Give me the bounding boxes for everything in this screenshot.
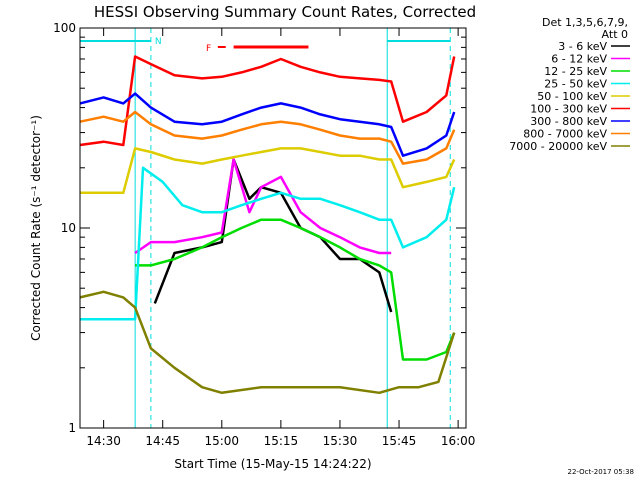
series-line-50-100-keV	[80, 147, 456, 195]
legend-header-line-2: Att 0	[602, 28, 628, 41]
y-tick-label: 1	[68, 421, 76, 435]
legend-entry-label: 12 - 25 keV	[544, 65, 607, 78]
x-axis-label: Start Time (15-May-15 14:24:22)	[174, 457, 371, 471]
series-line-12-25-keV	[135, 218, 456, 361]
legend-entry-label: 50 - 100 keV	[537, 90, 607, 103]
series-line-300-800-keV	[79, 92, 456, 157]
y-tick-label: 100	[53, 21, 76, 35]
legend-entry-label: 100 - 300 keV	[530, 103, 607, 116]
y-axis: 1 10 100	[53, 21, 466, 435]
series-line-6-12-keV	[134, 158, 392, 255]
series-line-100-300-keV	[79, 55, 456, 147]
x-tick-label: 15:45	[382, 434, 417, 448]
x-tick-label: 15:30	[323, 434, 358, 448]
legend-entry-label: 6 - 12 keV	[551, 53, 607, 66]
y-axis-label: Corrected Count Rate (s⁻¹ detector⁻¹)	[29, 115, 43, 341]
x-tick-label: 14:45	[145, 434, 180, 448]
flare-flag-label: F	[206, 44, 211, 54]
x-tick-label: 15:15	[264, 434, 299, 448]
series-line-800-7000-keV	[79, 110, 456, 165]
plot-frame	[79, 27, 467, 429]
legend-entry-label: 3 - 6 keV	[558, 40, 607, 53]
legend-entry-label: 800 - 7000 keV	[523, 128, 607, 141]
legend-entry-label: 300 - 800 keV	[530, 115, 607, 128]
y-tick-label: 10	[61, 221, 76, 235]
x-tick-label: 14:30	[86, 434, 121, 448]
legend-entry-label: 25 - 50 keV	[544, 78, 607, 91]
legend-header-line-1: Det 1,3,5,6,7,9,	[542, 16, 628, 29]
chart-title: HESSI Observing Summary Count Rates, Cor…	[94, 3, 476, 21]
generation-timestamp: 22-Oct-2017 05:38	[568, 468, 634, 476]
night-flag-label: N	[155, 37, 162, 47]
legend-entry-label: 7000 - 20000 keV	[509, 140, 607, 153]
series-line-7000-20000-keV	[79, 290, 456, 395]
x-tick-label: 16:00	[441, 434, 476, 448]
x-tick-label: 15:00	[204, 434, 239, 448]
series-line-25-50-keV	[80, 166, 456, 321]
plot-area: NF	[79, 28, 456, 428]
x-axis: 14:30 14:45 15:00 15:15 15:30 15:45 16:00	[86, 28, 475, 448]
